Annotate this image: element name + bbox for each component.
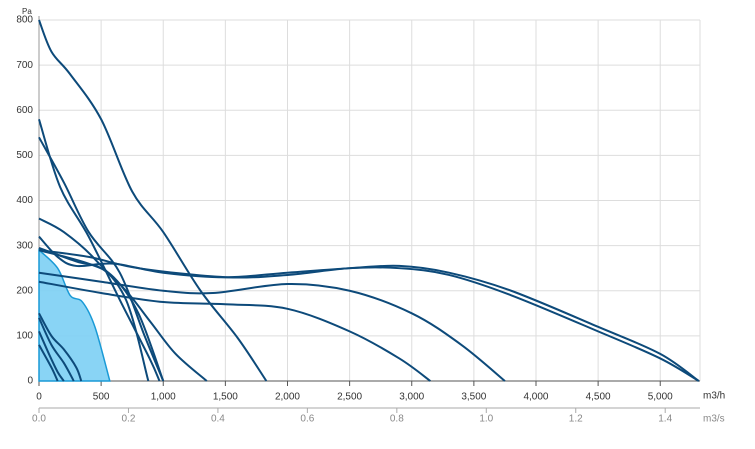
y-tick-label: 500 xyxy=(16,150,33,161)
x2-tick-label: 0.0 xyxy=(32,414,46,425)
line xyxy=(38,136,165,382)
line xyxy=(38,330,65,382)
x2-axis-label: m3/s xyxy=(703,414,725,425)
x-tick-label: 3,000 xyxy=(399,392,424,403)
line xyxy=(38,344,59,382)
line xyxy=(38,317,75,382)
y-tick-label: 400 xyxy=(16,195,33,206)
y-tick-label: 200 xyxy=(16,285,33,296)
y-axis-label: Pa xyxy=(22,7,32,16)
line xyxy=(38,312,83,382)
y-tick-label: 600 xyxy=(16,105,33,116)
x-tick-label: 0 xyxy=(36,392,42,403)
y-tick-label: 800 xyxy=(16,15,33,26)
x-tick-label: 4,500 xyxy=(586,392,611,403)
x-tick-label: 4,000 xyxy=(523,392,548,403)
x-tick-label: 500 xyxy=(93,392,110,403)
line xyxy=(38,249,700,382)
line xyxy=(38,249,165,382)
x2-tick-label: 1.4 xyxy=(658,414,672,425)
line xyxy=(38,280,431,382)
x-tick-label: 3,500 xyxy=(461,392,486,403)
y-tick-label: 0 xyxy=(27,376,33,387)
area xyxy=(38,248,111,382)
line xyxy=(38,235,700,382)
y-tick-label: 300 xyxy=(16,240,33,251)
x2-tick-label: 1.0 xyxy=(479,414,493,425)
x-tick-label: 2,500 xyxy=(337,392,362,403)
x2-tick-label: 0.2 xyxy=(122,414,136,425)
x2-tick-label: 1.2 xyxy=(569,414,583,425)
x-tick-label: 5,000 xyxy=(648,392,673,403)
x2-tick-label: 0.6 xyxy=(300,414,314,425)
x2-tick-label: 0.4 xyxy=(211,414,225,425)
x-tick-label: 1,000 xyxy=(151,392,176,403)
line xyxy=(38,19,268,382)
y-tick-label: 700 xyxy=(16,60,33,71)
x2-tick-label: 0.8 xyxy=(390,414,404,425)
x-tick-label: 2,000 xyxy=(275,392,300,403)
y-tick-label: 100 xyxy=(16,331,33,342)
line xyxy=(38,271,506,382)
x-axis-label: m3/h xyxy=(703,391,725,402)
x-tick-label: 1,500 xyxy=(213,392,238,403)
